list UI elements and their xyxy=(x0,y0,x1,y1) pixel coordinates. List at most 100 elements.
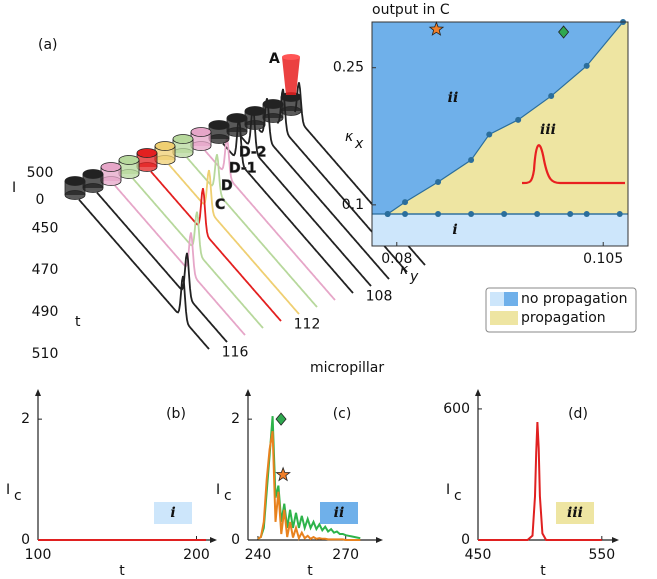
x-tick-label: 112 xyxy=(294,316,321,332)
trace xyxy=(186,154,318,308)
y-tick-label: 470 xyxy=(32,262,59,278)
x-tick-label: 116 xyxy=(222,344,249,360)
region-iii xyxy=(387,22,628,214)
boundary-point xyxy=(583,62,590,69)
region-box xyxy=(320,502,358,524)
x-axis-label: t xyxy=(307,563,313,579)
pillar-top xyxy=(262,99,284,109)
trace xyxy=(168,164,300,315)
x-tick-label: 450 xyxy=(465,547,492,563)
panel-label: (b) xyxy=(166,406,186,422)
y-tick-label: 0.25 xyxy=(333,60,364,76)
y-axis-label-sub: c xyxy=(454,488,462,504)
trace xyxy=(132,178,264,329)
legend-swatch xyxy=(490,292,504,306)
region-label: i xyxy=(452,222,457,238)
y-axis-label-sub: c xyxy=(224,488,232,504)
x-axis-label: t xyxy=(119,563,125,579)
pillar-top xyxy=(172,134,194,144)
y-tick-label: 450 xyxy=(32,220,59,236)
legend-box xyxy=(485,287,637,333)
boundary-point xyxy=(515,116,522,123)
trace xyxy=(150,171,282,322)
y-tick-label: 2 xyxy=(231,411,240,427)
x-tick-label: 550 xyxy=(588,547,615,563)
y-tick-label: 0 xyxy=(21,532,30,548)
panel-label: (c) xyxy=(333,406,352,422)
region-label: i xyxy=(170,505,175,521)
x-tick-label: 0.105 xyxy=(583,251,623,267)
trace xyxy=(222,118,354,294)
boundary-point xyxy=(435,179,442,185)
z-tick-label: 0 xyxy=(36,192,45,208)
axis-arrow xyxy=(612,537,619,543)
y-tick-label: 0 xyxy=(231,532,240,548)
x-tick-label: 100 xyxy=(25,547,52,563)
x-axis-label: micropillar xyxy=(310,360,384,376)
pillar-top xyxy=(64,176,86,186)
source-beam xyxy=(282,57,300,95)
x-tick-label: 108 xyxy=(366,288,393,304)
trace-label: D-1 xyxy=(229,161,256,177)
boundary-point xyxy=(486,131,493,138)
trace-label: C xyxy=(215,197,225,213)
region-ii xyxy=(372,22,624,214)
y-axis-label: t xyxy=(75,314,81,330)
axis-arrow xyxy=(475,389,481,396)
plot-frame xyxy=(371,21,629,247)
trace xyxy=(240,107,372,287)
y-tick-label: 510 xyxy=(32,346,59,362)
star-marker xyxy=(275,466,291,482)
region-label: iii xyxy=(567,505,583,521)
region-label: iii xyxy=(540,122,556,138)
y-axis-label: κ xyxy=(345,129,354,145)
region-label: ii xyxy=(334,505,345,521)
pillar-top xyxy=(100,162,122,172)
legend-swatch xyxy=(490,311,518,325)
legend-label: propagation xyxy=(521,310,606,326)
x-axis-label-sub: y xyxy=(409,269,419,285)
y-tick-label: 2 xyxy=(21,411,30,427)
star-marker xyxy=(428,21,445,36)
pillar-top xyxy=(226,113,248,123)
trace-label: D xyxy=(221,178,233,194)
y-axis-label: I xyxy=(216,482,220,498)
region-box xyxy=(556,502,594,524)
axis-arrow xyxy=(245,389,251,396)
y-tick-label: 0.1 xyxy=(342,197,364,213)
boundary-point xyxy=(468,157,475,164)
legend-swatch xyxy=(504,292,518,306)
series-line xyxy=(257,431,361,541)
x-tick-label: 270 xyxy=(332,547,359,563)
trace xyxy=(276,88,408,273)
boundary-point xyxy=(548,93,555,100)
trace xyxy=(96,192,228,343)
z-tick-label: 500 xyxy=(27,165,54,181)
pillar-top xyxy=(118,155,140,165)
y-axis-label-sub: x xyxy=(354,136,364,152)
axis-arrow xyxy=(35,389,41,396)
series-line xyxy=(478,421,602,541)
axis-arrow xyxy=(210,537,217,543)
x-axis-label: t xyxy=(540,563,546,579)
axis-arrow xyxy=(376,537,383,543)
region-i xyxy=(372,214,628,246)
pillar-top xyxy=(190,127,212,137)
y-tick-label: 490 xyxy=(32,304,59,320)
y-tick-label: 600 xyxy=(443,401,470,417)
pillar-top xyxy=(136,148,158,158)
x-tick-label: 0.08 xyxy=(381,251,412,267)
source-beam xyxy=(282,54,300,60)
source-label: A xyxy=(269,51,280,67)
legend-label: no propagation xyxy=(521,291,628,307)
chart-title: output in C xyxy=(372,2,450,18)
trace xyxy=(114,185,246,336)
trace-label: D-2 xyxy=(239,144,266,160)
pillar-top xyxy=(82,169,104,179)
y-axis-label: I xyxy=(446,482,450,498)
boundary-point xyxy=(402,199,409,206)
region-box xyxy=(154,502,192,524)
region-label: ii xyxy=(448,90,459,106)
pillar-top xyxy=(154,141,176,151)
